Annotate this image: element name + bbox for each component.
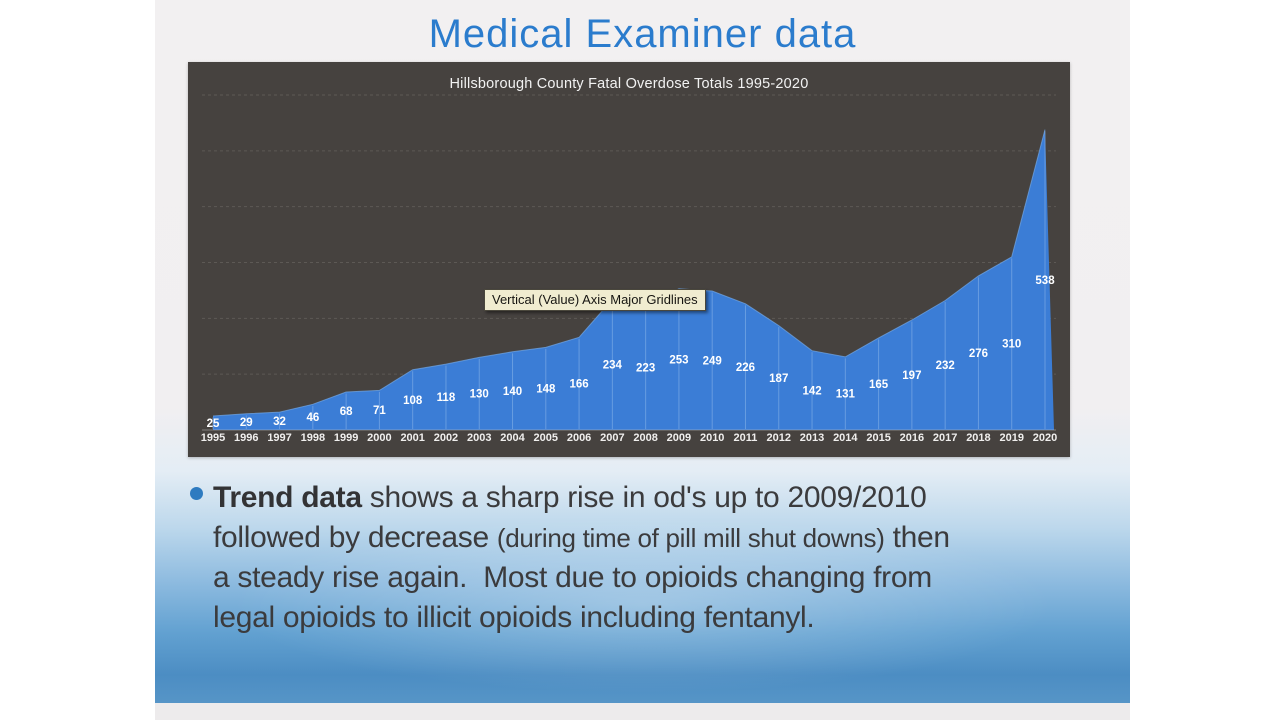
data-label: 71 <box>373 405 386 417</box>
year-label: 2001 <box>400 432 424 444</box>
year-label: 1998 <box>301 432 325 444</box>
data-label: 253 <box>669 354 688 366</box>
data-label: 140 <box>503 386 522 398</box>
data-label: 118 <box>437 392 456 404</box>
bullet-icon <box>190 487 203 500</box>
year-label: 2012 <box>767 432 791 444</box>
bottom-strip <box>155 703 1130 720</box>
gridlines-tooltip: Vertical (Value) Axis Major Gridlines <box>484 289 706 311</box>
chart-title: Hillsborough County Fatal Overdose Total… <box>449 76 809 92</box>
bullet-text-line: followed by decrease (during time of pil… <box>213 521 950 554</box>
year-label: 1996 <box>234 432 258 444</box>
year-label: 2015 <box>866 432 890 444</box>
data-label: 130 <box>470 389 489 401</box>
data-label: 32 <box>273 416 286 428</box>
data-label: 187 <box>769 373 788 385</box>
year-label: 2018 <box>966 432 990 444</box>
slide: Medical Examiner data 25 29 32 46 68 71 108 118… <box>155 0 1130 703</box>
year-label: 2000 <box>367 432 391 444</box>
year-label: 2009 <box>667 432 691 444</box>
year-label: 1999 <box>334 432 358 444</box>
data-label: 131 <box>836 388 856 400</box>
year-label: 2002 <box>434 432 458 444</box>
year-label: 2011 <box>734 432 758 444</box>
year-label: 2014 <box>833 432 858 444</box>
year-label: 2017 <box>933 432 957 444</box>
data-label: 68 <box>340 406 353 418</box>
year-label: 2004 <box>500 432 525 444</box>
area-series <box>213 129 1054 430</box>
data-label: 249 <box>703 356 722 368</box>
data-label: 538 <box>1035 275 1055 287</box>
overdose-trend-chart: 25 29 32 46 68 71 108 118 130 140 148 166 234 223 253 2… <box>188 62 1070 457</box>
year-label: 2005 <box>534 432 558 444</box>
data-label: 276 <box>969 348 988 360</box>
year-label: 2003 <box>467 432 491 444</box>
bullet-text-line: Trend data shows a sharp rise in od's up… <box>213 481 927 514</box>
data-label: 226 <box>736 362 755 374</box>
data-label: 165 <box>869 379 889 391</box>
bullet-text-line: legal opioids to illicit opioids includi… <box>213 601 815 634</box>
data-label: 232 <box>936 360 955 372</box>
year-label: 1997 <box>267 432 291 444</box>
data-label: 234 <box>603 360 623 372</box>
slide-title: Medical Examiner data <box>428 12 857 56</box>
bullet-text: Trend data shows a sharp rise in od's up… <box>213 478 950 638</box>
year-label: 2007 <box>600 432 624 444</box>
year-label: 2019 <box>999 432 1023 444</box>
data-label: 142 <box>802 385 821 397</box>
data-label: 29 <box>240 417 253 429</box>
data-label: 46 <box>306 412 319 424</box>
year-label: 2008 <box>633 432 657 444</box>
data-label: 25 <box>207 418 220 430</box>
year-label: 2006 <box>567 432 591 444</box>
year-label: 2020 <box>1033 432 1057 444</box>
data-label: 148 <box>536 384 556 396</box>
data-label: 310 <box>1002 339 1021 351</box>
data-label: 108 <box>403 395 423 407</box>
bullet-text-line: a steady rise again. Most due to opioids… <box>213 561 932 594</box>
year-label: 2016 <box>900 432 924 444</box>
data-label: 223 <box>636 363 655 375</box>
data-label: 166 <box>569 379 588 391</box>
year-label: 2013 <box>800 432 824 444</box>
area-chart-svg[interactable]: 25 29 32 46 68 71 108 118 130 140 148 166 234 223 253 2… <box>188 62 1070 457</box>
data-label: 197 <box>902 370 921 382</box>
year-label: 1995 <box>201 432 225 444</box>
year-label: 2010 <box>700 432 724 444</box>
